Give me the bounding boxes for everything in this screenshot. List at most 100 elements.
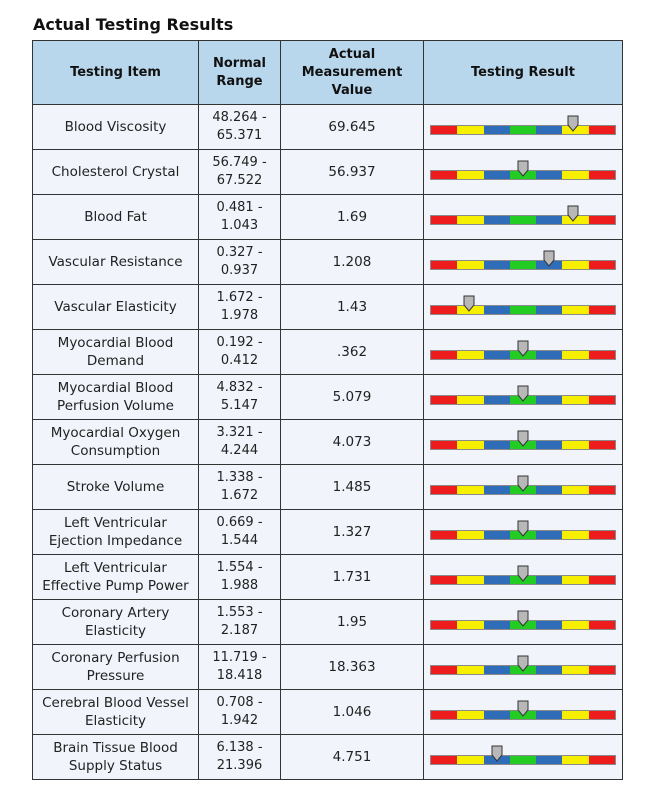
testing-item-cell: Brain Tissue Blood Supply Status xyxy=(32,734,199,780)
table-row: Blood Viscosity 48.264 - 65.371 69.645 xyxy=(32,104,623,150)
table-row: Coronary Artery Elasticity 1.553 - 2.187 1… xyxy=(32,599,623,645)
header-testing-result: Testing Result xyxy=(423,40,623,105)
gauge-segment-red xyxy=(588,306,615,314)
gauge-segment-blue xyxy=(483,261,510,269)
gauge-segment-yellow xyxy=(562,351,589,359)
gauge-segment-yellow xyxy=(562,126,589,134)
actual-value-cell: 1.208 xyxy=(280,239,424,285)
gauge-segment-red xyxy=(588,531,615,539)
gauge-segment-red xyxy=(431,126,458,134)
table-row: Brain Tissue Blood Supply Status 6.138 - … xyxy=(32,734,623,780)
actual-value-cell: 5.079 xyxy=(280,374,424,420)
gauge-segment-blue xyxy=(536,711,563,719)
gauge-segment-yellow xyxy=(457,216,484,224)
testing-result-cell xyxy=(423,464,623,510)
testing-item-cell: Blood Viscosity xyxy=(32,104,199,150)
table-row: Blood Fat 0.481 - 1.043 1.69 xyxy=(32,194,623,240)
gauge-segment-yellow xyxy=(562,261,589,269)
gauge-segment-yellow xyxy=(562,396,589,404)
normal-range-cell: 56.749 - 67.522 xyxy=(198,149,281,195)
gauge-marker-icon xyxy=(517,340,529,357)
gauge-segment-yellow xyxy=(457,351,484,359)
gauge-segment-blue xyxy=(536,666,563,674)
gauge-marker-icon xyxy=(463,295,475,312)
header-normal-range: Normal Range xyxy=(198,40,281,105)
actual-value-cell: 1.69 xyxy=(280,194,424,240)
gauge-marker-icon xyxy=(543,250,555,267)
actual-value-cell: .362 xyxy=(280,329,424,375)
result-gauge xyxy=(430,292,616,322)
testing-item-cell: Coronary Perfusion Pressure xyxy=(32,644,199,690)
testing-result-cell xyxy=(423,419,623,465)
result-gauge xyxy=(430,652,616,682)
result-gauge xyxy=(430,607,616,637)
table-row: Myocardial Oxygen Consumption 3.321 - 4.2… xyxy=(32,419,623,465)
gauge-segment-red xyxy=(431,711,458,719)
gauge-segment-red xyxy=(588,441,615,449)
result-gauge xyxy=(430,337,616,367)
gauge-marker-icon xyxy=(517,700,529,717)
testing-result-cell xyxy=(423,689,623,735)
results-table: Testing Item Normal Range Actual Measure… xyxy=(32,40,623,780)
gauge-segment-red xyxy=(431,756,458,764)
gauge-segment-red xyxy=(431,306,458,314)
normal-range-cell: 1.338 - 1.672 xyxy=(198,464,281,510)
gauge-segment-blue xyxy=(536,621,563,629)
table-row: Vascular Elasticity 1.672 - 1.978 1.43 xyxy=(32,284,623,330)
gauge-segment-red xyxy=(431,171,458,179)
gauge-segment-green xyxy=(509,126,537,134)
testing-result-cell xyxy=(423,509,623,555)
gauge-segment-blue xyxy=(536,351,563,359)
gauge-segment-blue xyxy=(483,486,510,494)
gauge-segment-red xyxy=(588,576,615,584)
gauge-segment-yellow xyxy=(457,621,484,629)
gauge-segment-blue xyxy=(483,351,510,359)
testing-item-cell: Coronary Artery Elasticity xyxy=(32,599,199,645)
gauge-marker-icon xyxy=(517,655,529,672)
testing-result-cell xyxy=(423,239,623,285)
gauge-segment-red xyxy=(431,351,458,359)
testing-item-cell: Stroke Volume xyxy=(32,464,199,510)
normal-range-cell: 0.669 - 1.544 xyxy=(198,509,281,555)
gauge-marker-icon xyxy=(517,610,529,627)
gauge-segment-yellow xyxy=(457,756,484,764)
gauge-segment-red xyxy=(431,441,458,449)
result-gauge xyxy=(430,427,616,457)
gauge-segment-yellow xyxy=(457,486,484,494)
gauge-segment-yellow xyxy=(562,216,589,224)
result-gauge xyxy=(430,517,616,547)
gauge-segment-yellow xyxy=(457,126,484,134)
gauge-segment-blue xyxy=(536,396,563,404)
testing-item-cell: Myocardial Blood Demand xyxy=(32,329,199,375)
gauge-segment-blue xyxy=(483,711,510,719)
normal-range-cell: 0.192 - 0.412 xyxy=(198,329,281,375)
result-gauge xyxy=(430,247,616,277)
gauge-segment-green xyxy=(509,306,537,314)
gauge-segment-red xyxy=(431,576,458,584)
gauge-segment-blue xyxy=(483,576,510,584)
gauge-segment-red xyxy=(431,666,458,674)
table-row: Myocardial Blood Demand 0.192 - 0.412.362 xyxy=(32,329,623,375)
gauge-segment-yellow xyxy=(457,261,484,269)
gauge-segment-blue xyxy=(536,756,563,764)
gauge-marker-icon xyxy=(517,385,529,402)
table-row: Stroke Volume 1.338 - 1.672 1.485 xyxy=(32,464,623,510)
gauge-segment-green xyxy=(509,261,537,269)
table-row: Vascular Resistance 0.327 - 0.937 1.208 xyxy=(32,239,623,285)
testing-result-cell xyxy=(423,104,623,150)
result-gauge xyxy=(430,112,616,142)
gauge-segment-red xyxy=(588,666,615,674)
normal-range-cell: 11.719 - 18.418 xyxy=(198,644,281,690)
testing-item-cell: Cholesterol Crystal xyxy=(32,149,199,195)
gauge-segment-yellow xyxy=(562,486,589,494)
gauge-segment-yellow xyxy=(457,576,484,584)
gauge-bar xyxy=(430,755,616,765)
gauge-segment-yellow xyxy=(562,171,589,179)
testing-result-cell xyxy=(423,374,623,420)
result-gauge xyxy=(430,742,616,772)
gauge-segment-yellow xyxy=(562,441,589,449)
gauge-segment-red xyxy=(588,396,615,404)
testing-result-cell xyxy=(423,149,623,195)
normal-range-cell: 1.554 - 1.988 xyxy=(198,554,281,600)
actual-value-cell: 4.751 xyxy=(280,734,424,780)
